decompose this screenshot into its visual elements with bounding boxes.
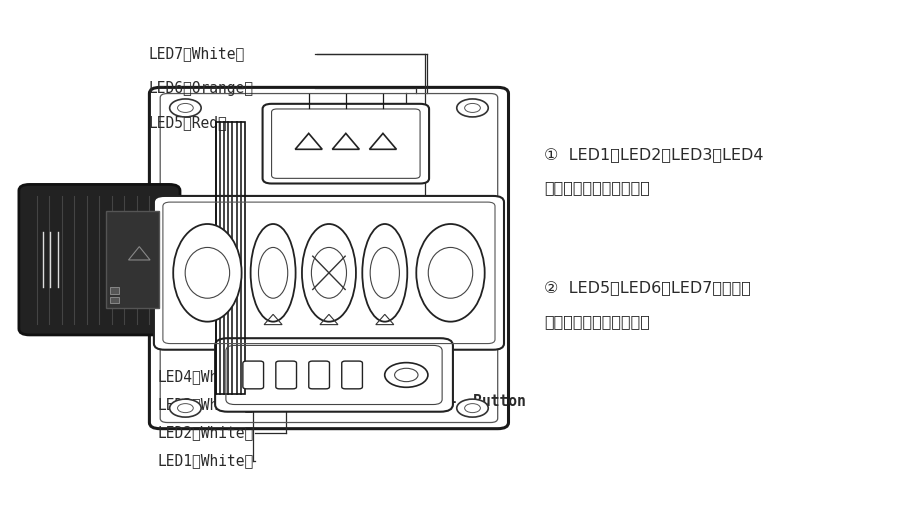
- FancyBboxPatch shape: [154, 196, 504, 350]
- FancyBboxPatch shape: [149, 87, 508, 429]
- Bar: [106, 211, 159, 308]
- Text: LED6（Orange）: LED6（Orange）: [148, 81, 254, 96]
- Circle shape: [456, 399, 488, 417]
- Circle shape: [169, 99, 201, 117]
- Ellipse shape: [173, 224, 241, 322]
- FancyBboxPatch shape: [275, 361, 296, 389]
- Circle shape: [169, 399, 201, 417]
- Text: LED3（White）: LED3（White）: [158, 397, 254, 412]
- Text: ①  LED1、LED2、LED3、LED4: ① LED1、LED2、LED3、LED4: [544, 146, 764, 162]
- Bar: [110, 287, 119, 293]
- Text: LED1（White）: LED1（White）: [158, 453, 254, 469]
- Ellipse shape: [302, 224, 356, 322]
- Ellipse shape: [363, 224, 408, 322]
- Circle shape: [456, 99, 488, 117]
- Bar: [110, 297, 119, 303]
- Circle shape: [384, 363, 428, 388]
- FancyBboxPatch shape: [309, 361, 329, 389]
- FancyBboxPatch shape: [263, 104, 429, 183]
- Text: 色，显示电池健康状态；: 色，显示电池健康状态；: [544, 314, 651, 329]
- Text: —  Button: — Button: [447, 394, 526, 410]
- Text: LED7（White）: LED7（White）: [148, 46, 245, 62]
- Text: 为白色，显示电池电量；: 为白色，显示电池电量；: [544, 180, 651, 195]
- Ellipse shape: [417, 224, 485, 322]
- Text: LED2（White）: LED2（White）: [158, 425, 254, 440]
- FancyBboxPatch shape: [243, 361, 264, 389]
- FancyBboxPatch shape: [215, 338, 453, 412]
- FancyBboxPatch shape: [19, 185, 180, 335]
- Text: LED5（Red）: LED5（Red）: [148, 115, 227, 131]
- Text: LED4（White: LED4（White: [158, 369, 245, 384]
- Ellipse shape: [250, 224, 295, 322]
- Bar: [216, 122, 245, 394]
- Text: ②  LED5、LED6、LED7为不同颜: ② LED5、LED6、LED7为不同颜: [544, 280, 752, 296]
- FancyBboxPatch shape: [342, 361, 363, 389]
